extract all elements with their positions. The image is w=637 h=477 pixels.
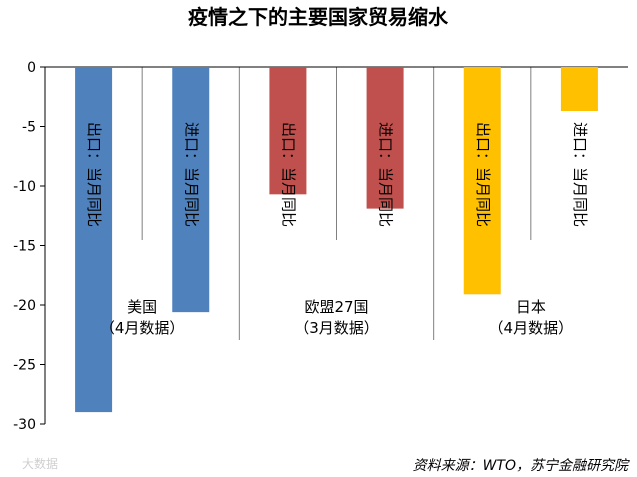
group-note: （3月数据） [294,319,379,337]
bar-label: 出口：当月同比 [279,122,297,227]
bar-label: 进口：当月同比 [182,122,200,227]
bar-label: 出口：当月同比 [474,122,492,227]
bar [560,67,598,112]
source-note: 资料来源：WTO，苏宁金融研究院 [413,458,630,474]
y-tick-label: -5 [22,120,36,136]
bar-label: 进口：当月同比 [377,122,395,227]
bar-label: 进口：当月同比 [571,122,589,227]
bar [75,67,113,413]
watermark-text: 大数据 [22,456,58,471]
group-name: 欧盟27国 [304,298,368,316]
bar [269,67,307,195]
group-dividers [141,67,532,340]
bar [366,67,404,209]
bars [75,67,598,413]
y-tick-label: -30 [13,417,36,433]
group-note: （4月数据） [100,319,185,337]
y-tick-label: 0 [27,60,36,76]
y-tick-label: -20 [13,298,36,314]
y-tick-label: -10 [13,179,36,195]
group-name: 日本 [516,298,546,316]
group-note: （4月数据） [489,319,574,337]
bar [172,67,210,313]
chart-title: 疫情之下的主要国家贸易缩水 [188,5,449,29]
group-name: 美国 [127,298,157,316]
y-tick-label: -15 [13,239,36,255]
y-axis: 0 -5 -10 -15 -20 -25 -30 [13,60,628,433]
y-tick-label: -25 [13,358,36,374]
bar [463,67,501,295]
bar-label: 出口：当月同比 [85,122,103,227]
